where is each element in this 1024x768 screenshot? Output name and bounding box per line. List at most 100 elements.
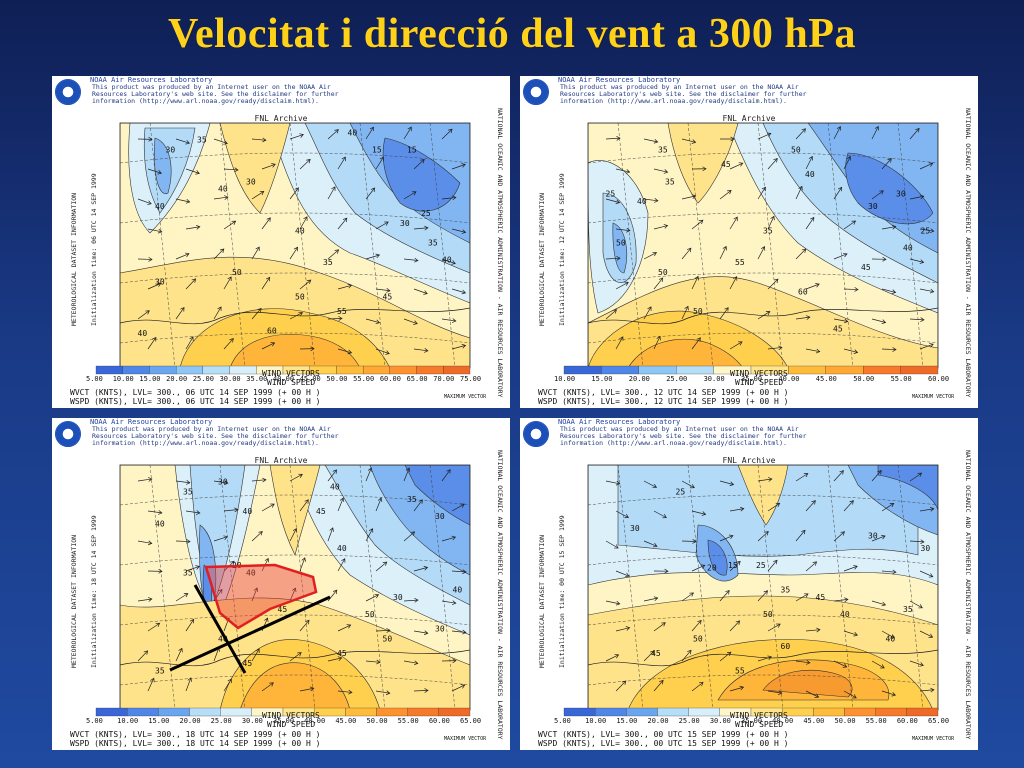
wind-vector-arrow: [919, 506, 935, 512]
init-time-label: Initialization time: 06 UTC 14 SEP 1999: [90, 173, 98, 326]
contour-label: 45: [243, 659, 253, 668]
wind-vector-arrow: [691, 337, 701, 350]
dataset-info-label: METEOROLOGICAL DATASET INFORMATION: [538, 192, 546, 326]
contour-label: 40: [886, 634, 896, 643]
wind-vector-arrow: [289, 527, 298, 542]
contour-label: 45: [651, 649, 661, 658]
wind-vector-arrow: [605, 480, 621, 486]
wind-vector-arrow: [605, 600, 621, 606]
contour-label: 40: [155, 519, 165, 528]
wind-vector-arrow: [909, 539, 925, 545]
color-scale-swatch: [626, 707, 658, 717]
noaa-logo: [523, 421, 549, 447]
dataset-info-label: METEOROLOGICAL DATASET INFORMATION: [538, 534, 546, 668]
contour-label: 35: [763, 226, 773, 235]
contour-label: 50: [295, 292, 305, 301]
contour-label: 50: [383, 634, 393, 643]
contour-label: 40: [442, 256, 452, 265]
wind-vector-arrow: [147, 677, 155, 692]
wind-vector-arrow: [261, 682, 274, 692]
wind-vector-arrow: [147, 282, 162, 290]
meridian-line: [897, 465, 924, 710]
wind-vector-arrow: [185, 224, 201, 230]
meridian-line: [289, 123, 316, 368]
contour-label: 40: [295, 226, 305, 235]
wind-vector-arrow: [403, 467, 411, 482]
wind-vector-arrow: [653, 335, 661, 350]
disclaimer-line: This product was produced by an Internet…: [560, 83, 799, 91]
map-panel-06utc: NOAA Air Resources Laboratory This produc…: [52, 76, 510, 408]
wind-vector-arrow: [881, 569, 897, 575]
color-scale-tick-label: 15.00: [148, 717, 170, 725]
wind-vector-arrow: [719, 190, 732, 200]
wind-vector-arrow: [327, 316, 343, 321]
contour-label: 50: [616, 239, 626, 248]
wind-vector-arrow: [757, 477, 773, 482]
contour-label: 45: [383, 292, 393, 301]
wind-vector-arrow: [843, 348, 859, 354]
contour-label: 55: [735, 666, 745, 675]
field-description-line: WVCT (KNTS), LVL= 300., 00 UTC 15 SEP 19…: [538, 730, 789, 739]
wind-vector-arrow: [289, 652, 302, 662]
contour-label: 15: [372, 145, 382, 154]
wind-vector-arrow: [615, 570, 630, 578]
wind-speed-map: 25 30 20 15 25 35 40 30 45 50 60 55 50 45 40 35 30: [563, 464, 939, 717]
color-scale-swatch: [688, 707, 720, 717]
noaa-logo: [523, 79, 549, 105]
wind-vector-arrow: [767, 345, 783, 351]
wind-vector-arrow: [375, 628, 391, 633]
wind-vector-arrow: [643, 138, 659, 144]
wind-vector-arrow: [919, 228, 935, 234]
wind-vector-arrow: [147, 622, 161, 632]
wind-speed-map: 30 40 40 35 30 15 15 40 35 35 40 30 40 50 50 55 60 45 40 30…: [95, 122, 471, 375]
wind-vector-arrow: [337, 497, 345, 512]
color-scale-swatch: [127, 707, 159, 717]
wind-vector-arrow: [299, 346, 315, 352]
contour-label: 55: [735, 258, 745, 267]
wind-vector-arrow: [375, 561, 388, 572]
wind-vector-arrow: [251, 307, 262, 320]
coastline: [120, 649, 470, 667]
color-scale-tick-label: 70.00: [433, 375, 455, 383]
parallel-line: [588, 212, 938, 224]
wind-vector-arrow: [413, 225, 429, 231]
wind-vector-arrow: [767, 215, 775, 230]
parallel-line: [588, 494, 938, 506]
parallel-line: [120, 554, 470, 566]
disclaimer-line: Resources Laboratory's web site. See the…: [92, 432, 339, 440]
wind-vector-arrow: [729, 620, 741, 632]
contour-label: 40: [903, 243, 913, 252]
color-scale-swatch: [906, 707, 939, 717]
color-scale-tick-label: 5.00: [554, 717, 571, 725]
wind-vector-arrow: [805, 561, 818, 572]
wind-vector-arrow: [337, 283, 353, 290]
wind-vectors-label: WIND VECTORS: [262, 369, 320, 378]
wind-vector-arrow: [909, 600, 923, 609]
wind-vector-arrow: [137, 256, 153, 262]
contour-label: 35: [407, 495, 417, 504]
wind-vector-arrow: [843, 500, 854, 512]
wind-vector-arrow: [137, 540, 153, 546]
color-scale-swatch: [122, 365, 150, 375]
parallel-line: [588, 272, 938, 284]
contour-label: 25: [676, 487, 686, 496]
map-panel-12utc: NOAA Air Resources Laboratory This produc…: [520, 76, 978, 408]
color-scale-swatch: [95, 365, 123, 375]
wind-vector-arrow: [871, 190, 884, 200]
speed-contour-band: [229, 333, 361, 368]
wind-vector-arrow: [137, 136, 153, 142]
color-scale-tick-label: 15.00: [591, 375, 613, 383]
wind-vector-arrow: [413, 688, 429, 693]
trough-axis-line: [193, 584, 247, 674]
wind-vector-arrow: [881, 630, 895, 639]
wind-vector-arrow: [289, 246, 298, 260]
contour-label: 50: [791, 145, 801, 154]
wind-vector-arrow: [213, 480, 229, 485]
color-scale-tick-label: 20.00: [179, 717, 201, 725]
meridian-line: [827, 123, 854, 368]
wind-vector-arrow: [185, 168, 200, 175]
color-scale-tick-label: 40.00: [273, 375, 295, 383]
disclaimer-line: This product was produced by an Internet…: [92, 425, 331, 433]
wind-vector-arrow: [451, 629, 467, 635]
color-scale-tick-label: 35.00: [246, 375, 268, 383]
